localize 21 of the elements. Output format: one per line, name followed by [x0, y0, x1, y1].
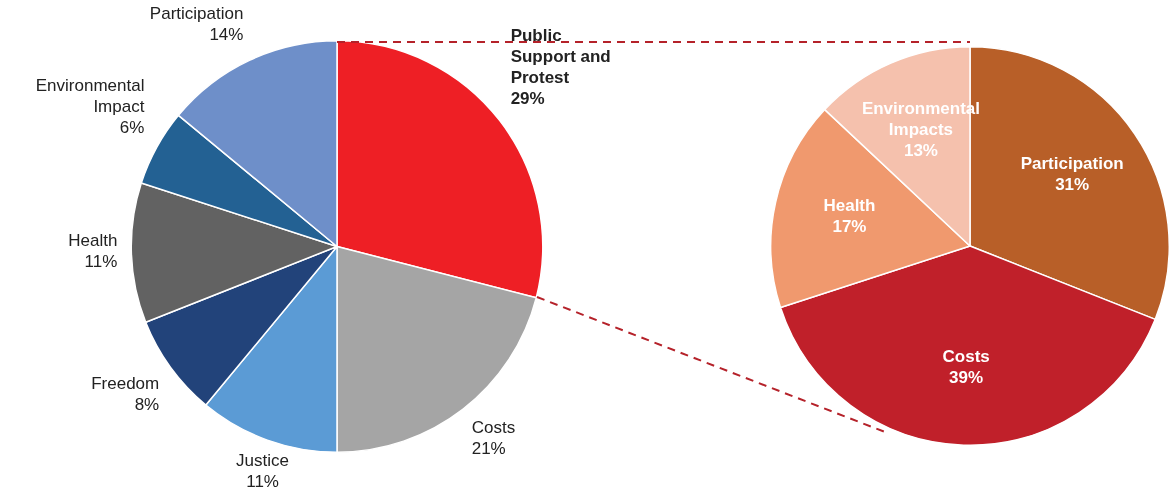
- slice-label: Environmental Impact: [35, 75, 145, 116]
- data-label: 21%: [471, 439, 506, 459]
- data-label: 11%: [246, 472, 279, 492]
- data-label: 17%: [832, 217, 867, 237]
- data-label: 6%: [119, 117, 145, 137]
- slice-label: Participation: [1020, 153, 1124, 173]
- data-label: 29%: [510, 89, 545, 108]
- data-label: 8%: [134, 394, 160, 414]
- slice-label: Participation: [149, 3, 244, 23]
- slice-label: Health: [823, 196, 876, 216]
- slice-label: Public Support and Protest: [510, 26, 611, 87]
- data-label: 14%: [209, 24, 244, 44]
- slice-label: Justice: [236, 451, 290, 471]
- data-label: 11%: [84, 251, 118, 271]
- data-label: 13%: [903, 141, 938, 161]
- slice-label: Costs: [471, 418, 516, 438]
- slice-label: Health: [68, 230, 118, 250]
- data-label: 39%: [949, 367, 984, 387]
- data-label: 31%: [1055, 174, 1090, 194]
- slice-label: Costs: [942, 346, 990, 366]
- slice-label: Freedom: [91, 373, 160, 393]
